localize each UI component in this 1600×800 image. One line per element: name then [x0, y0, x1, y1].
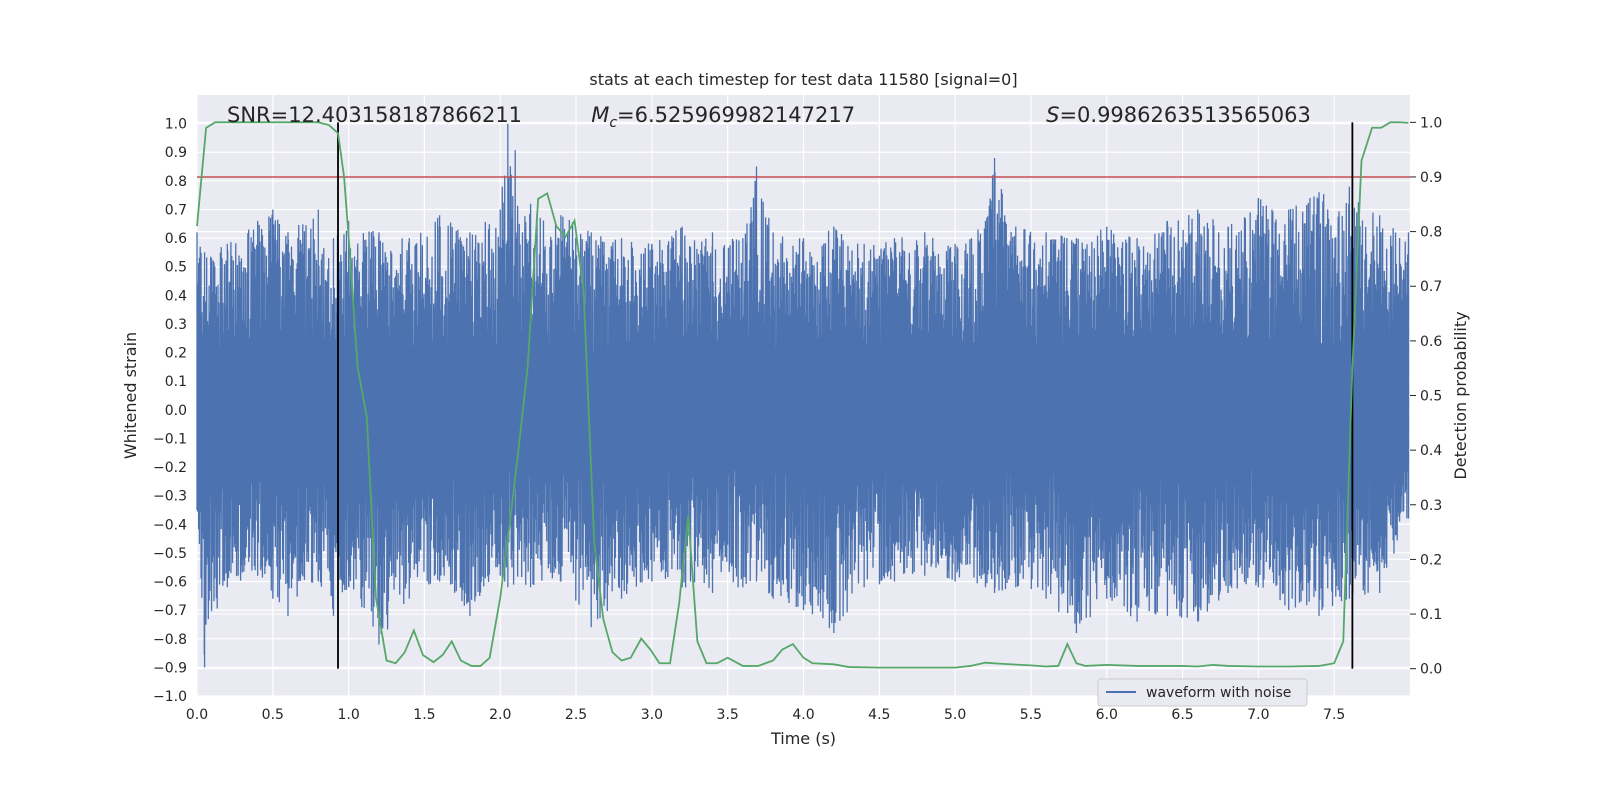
mc-symbol: M: [591, 103, 609, 127]
left-y-tick-label: 0.9: [165, 145, 187, 161]
left-y-tick-label: 0.1: [165, 374, 187, 390]
x-tick-label: 1.5: [413, 707, 435, 723]
legend-box: [1097, 678, 1308, 707]
x-tick-label: 4.0: [792, 707, 814, 723]
overlay-lines: [197, 122, 1410, 669]
mc-value: =6.525969982147217: [617, 103, 855, 127]
right-y-tick-label: 0.0: [1420, 662, 1442, 678]
left-y-tick-label: 1.0: [165, 117, 187, 133]
chirp-mass-annotation: Mc=6.525969982147217: [591, 103, 855, 131]
waveform-trace: [196, 123, 1410, 668]
left-y-tick-label: −0.8: [153, 632, 187, 648]
x-tick-label: 0.5: [262, 707, 284, 723]
x-tick-label: 3.0: [641, 707, 663, 723]
right-y-tick-label: 0.2: [1420, 552, 1442, 568]
axes: 0.0 0.5 1.0 1.5 2.0 2.5 3.0 3.5 4.0 4.5 5.0 5.5 6.0 6…: [153, 115, 1442, 723]
left-y-tick-label: 0.8: [165, 174, 187, 190]
left-y-tick-label: −0.4: [153, 517, 187, 533]
left-y-tick-label: −0.1: [153, 431, 187, 447]
left-y-tick-label: 0.6: [165, 231, 187, 247]
left-y-tick-label: 0.4: [165, 288, 187, 304]
left-y-axis-label: Whitened strain: [121, 332, 140, 459]
right-y-tick-label: 0.1: [1420, 607, 1442, 623]
mc-subscript: c: [609, 115, 617, 131]
left-y-tick-label: 0.5: [165, 260, 187, 276]
left-y-tick-label: −1.0: [153, 689, 187, 705]
left-y-tick-label: −0.3: [153, 489, 187, 505]
left-y-tick-label: −0.9: [153, 660, 187, 676]
x-axis-label: Time (s): [770, 729, 836, 748]
x-tick-label: 6.5: [1171, 707, 1193, 723]
left-y-tick-label: −0.6: [153, 575, 187, 591]
x-tick-label: 2.0: [489, 707, 511, 723]
right-y-tick-label: 1.0: [1420, 115, 1442, 131]
s-symbol: S: [1046, 103, 1059, 127]
x-tick-label: 0.0: [186, 707, 208, 723]
x-tick-label: 3.5: [717, 707, 739, 723]
x-tick-label: 7.0: [1247, 707, 1269, 723]
right-y-tick-label: 0.3: [1420, 498, 1442, 514]
s-value: =0.9986263513565063: [1059, 103, 1310, 127]
x-tick-label: 4.5: [868, 707, 890, 723]
left-y-tick-label: 0.2: [165, 346, 187, 362]
s-annotation: S=0.9986263513565063: [1046, 103, 1311, 127]
x-tick-label: 2.5: [565, 707, 587, 723]
right-y-tick-label: 0.6: [1420, 334, 1442, 350]
left-y-tick-label: −0.2: [153, 460, 187, 476]
left-y-tick-label: 0.7: [165, 202, 187, 218]
x-tick-label: 6.0: [1096, 707, 1118, 723]
x-tick-label: 5.0: [944, 707, 966, 723]
right-y-tick-label: 0.4: [1420, 443, 1442, 459]
left-y-tick-label: 0.3: [165, 317, 187, 333]
x-tick-label: 7.5: [1323, 707, 1345, 723]
legend: waveform with noise: [1097, 678, 1308, 707]
chart-title: stats at each timestep for test data 115…: [589, 70, 1017, 89]
probability-line: [196, 121, 1409, 669]
probability-series: [196, 121, 1409, 669]
right-y-tick-label: 0.9: [1420, 170, 1442, 186]
right-y-tick-label: 0.8: [1420, 225, 1442, 241]
snr-annotation: SNR=12.403158187866211: [227, 103, 522, 127]
x-tick-label: 1.0: [337, 707, 359, 723]
right-y-tick-label: 0.5: [1420, 389, 1442, 405]
waveform-series: [196, 123, 1410, 668]
x-tick-label: 5.5: [1020, 707, 1042, 723]
right-y-axis-label: Detection probability: [1451, 311, 1470, 479]
left-y-tick-label: −0.7: [153, 603, 187, 619]
left-y-tick-label: −0.5: [153, 546, 187, 562]
legend-label-waveform: waveform with noise: [1146, 685, 1291, 701]
left-y-tick-label: 0.0: [165, 403, 187, 419]
right-y-tick-label: 0.7: [1420, 279, 1442, 295]
